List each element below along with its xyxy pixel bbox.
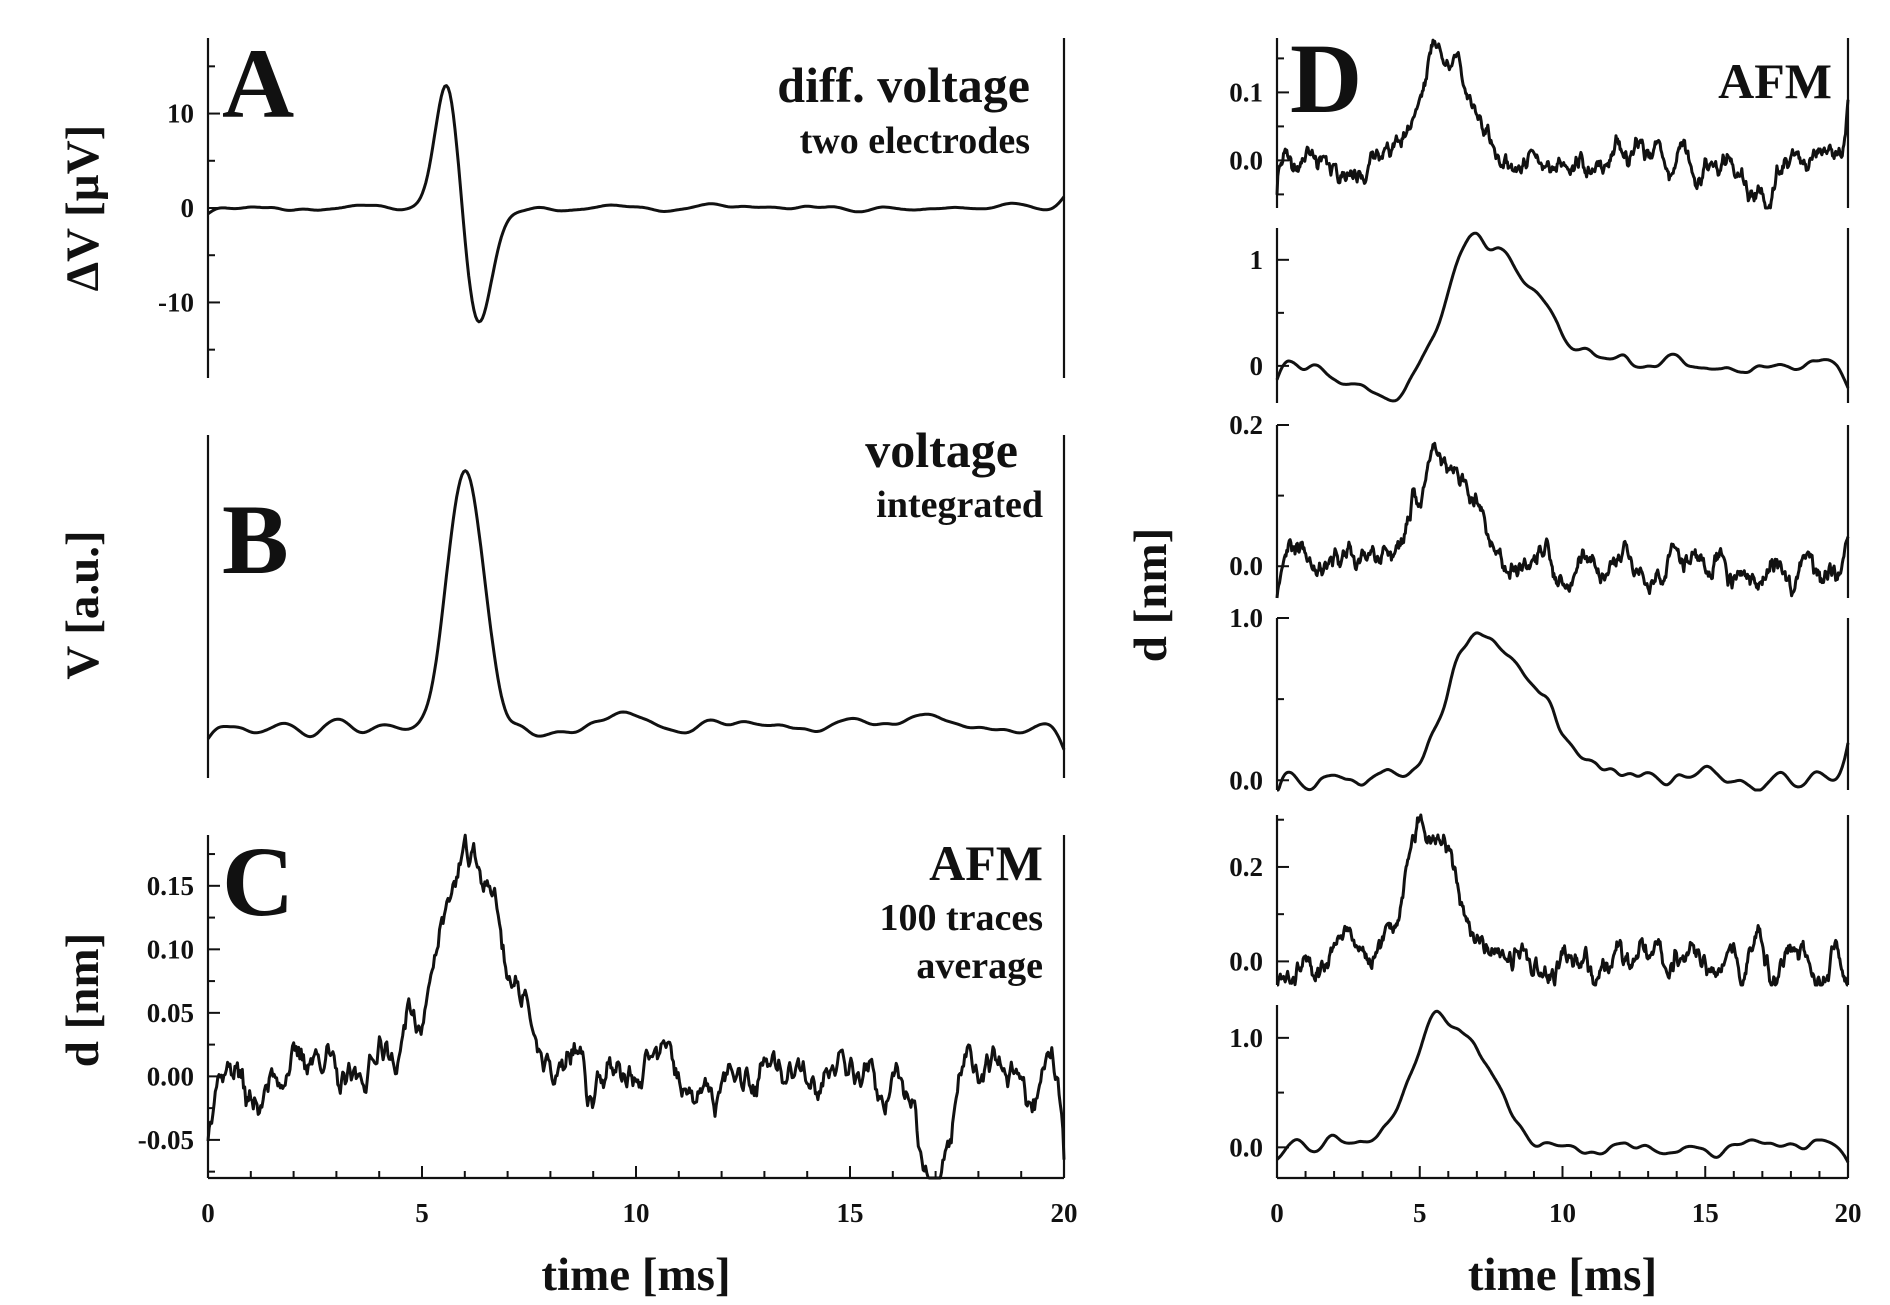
x-tick-label: 15 (1692, 1198, 1719, 1228)
y-tick-label: 1.0 (1229, 603, 1263, 633)
series-line-d6 (1275, 1009, 1850, 1163)
traces-layer (206, 38, 1850, 1180)
x-tick-label: 15 (837, 1198, 864, 1228)
panel-a (206, 38, 1066, 378)
panel-c (206, 835, 1066, 1180)
y-tick-label: 1 (1250, 245, 1264, 275)
panel-d3 (1275, 424, 1850, 598)
series-line-d1 (1275, 38, 1850, 210)
y-axis-title-a: ΔV [µV] (57, 125, 109, 292)
annotation-c-line2: 100 traces (879, 897, 1043, 939)
y-tick-label: 0.0 (1229, 946, 1263, 976)
panel-letter-b: B (222, 484, 289, 595)
series-line-d3 (1275, 441, 1850, 599)
x-tick-label: 0 (1270, 1198, 1284, 1228)
series-line-b (206, 469, 1066, 751)
annotation-b-line1: voltage (865, 422, 1018, 478)
panel-letter-c: C (222, 826, 294, 937)
panel-letter-d: D (1290, 23, 1362, 134)
series-line-d5 (1276, 813, 1849, 987)
y-tick-label: 0.1 (1229, 77, 1263, 107)
y-tick-label: 0 (1250, 351, 1264, 381)
y-tick-label: 0.0 (1229, 765, 1263, 795)
x-tick-label: 20 (1835, 1198, 1862, 1228)
x-tick-label: 10 (623, 1198, 650, 1228)
annotation-c-line3: average (916, 945, 1043, 987)
y-axis-title-d: d [nm] (1125, 528, 1177, 662)
y-tick-label: 0.2 (1229, 852, 1263, 882)
annotation-d: AFM (1718, 53, 1832, 109)
y-tick-label: 1.0 (1229, 1023, 1263, 1053)
panel-d5 (1275, 815, 1850, 985)
x-axis-title: time [ms] (541, 1249, 730, 1301)
y-tick-label: -0.05 (138, 1125, 194, 1155)
y-tick-label: 0.0 (1229, 145, 1263, 175)
panel-d6 (1275, 1005, 1850, 1180)
x-tick-label: 20 (1051, 1198, 1078, 1228)
series-line-d4 (1276, 631, 1850, 792)
x-axis-title: time [ms] (1468, 1249, 1657, 1301)
y-tick-label: 10 (167, 99, 194, 129)
panel-d4 (1275, 617, 1850, 790)
y-tick-label: -10 (158, 287, 194, 317)
annotation-a-line1: diff. voltage (777, 57, 1030, 113)
panel-d2 (1275, 228, 1850, 403)
panel-letter-a: A (222, 28, 294, 139)
y-tick-label: 0.15 (147, 871, 194, 901)
annotation-a-line2: two electrodes (800, 120, 1030, 162)
y-tick-label: 0.00 (147, 1061, 194, 1091)
series-line-a (207, 84, 1066, 324)
y-axis-title-b: V [a.u.] (57, 530, 109, 679)
y-tick-label: 0 (181, 193, 195, 223)
x-tick-label: 10 (1549, 1198, 1576, 1228)
panel-b (206, 435, 1066, 778)
series-line-c (206, 833, 1066, 1180)
y-axis-title-c: d [nm] (57, 933, 109, 1067)
axes-layer (206, 38, 1850, 1180)
y-tick-label: 0.05 (147, 998, 194, 1028)
annotation-c-line1: AFM (929, 835, 1043, 891)
x-tick-label: 5 (415, 1198, 429, 1228)
y-tick-label: 0.2 (1229, 410, 1263, 440)
series-line-d2 (1275, 231, 1850, 403)
x-tick-label: 5 (1413, 1198, 1427, 1228)
y-tick-label: 0.0 (1229, 1132, 1263, 1162)
y-tick-label: 0.10 (147, 934, 194, 964)
y-tick-label: 0.0 (1229, 551, 1263, 581)
x-tick-label: 0 (201, 1198, 215, 1228)
annotation-b-line2: integrated (876, 484, 1043, 526)
